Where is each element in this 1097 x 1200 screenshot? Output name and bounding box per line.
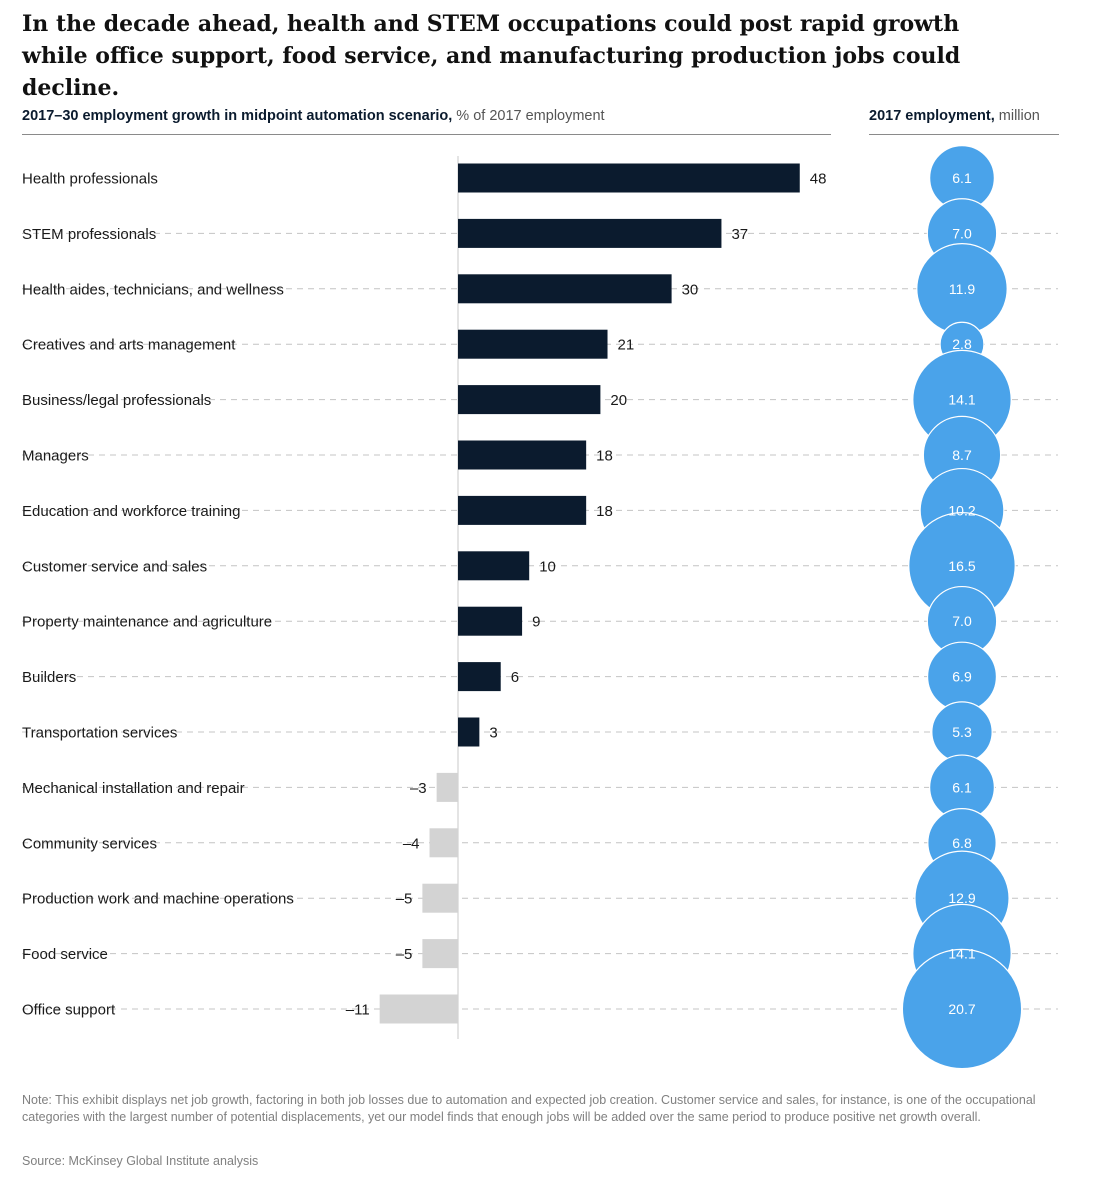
growth-header-rule bbox=[22, 134, 831, 135]
category-label: Property maintenance and agriculture bbox=[22, 614, 272, 631]
employment-value-label: 14.1 bbox=[948, 946, 975, 962]
employment-column-header: 2017 employment, million bbox=[869, 108, 1040, 124]
growth-value-label: –11 bbox=[346, 1002, 370, 1019]
growth-bar bbox=[436, 772, 458, 802]
employment-header-bold: 2017 employment, bbox=[869, 108, 995, 124]
source-note: Source: McKinsey Global Institute analys… bbox=[22, 1154, 259, 1168]
category-label: Education and workforce training bbox=[22, 503, 240, 520]
growth-value-label: 10 bbox=[539, 558, 556, 575]
employment-bubble bbox=[901, 948, 1023, 1070]
category-label: Community services bbox=[22, 835, 157, 852]
bars bbox=[379, 163, 800, 1024]
footnote: Note: This exhibit displays net job grow… bbox=[22, 1093, 1036, 1124]
employment-value-label: 10.2 bbox=[948, 502, 975, 518]
growth-bar bbox=[458, 218, 722, 248]
growth-bar bbox=[458, 606, 523, 636]
growth-value-label: 9 bbox=[532, 614, 540, 631]
category-label: Health professionals bbox=[22, 171, 158, 188]
growth-value-label: –3 bbox=[410, 780, 427, 797]
growth-value-label: 37 bbox=[731, 226, 748, 243]
category-label: Business/legal professionals bbox=[22, 392, 211, 409]
growth-value-label: –5 bbox=[396, 946, 413, 963]
category-label: Mechanical installation and repair bbox=[22, 780, 245, 797]
growth-value-label: 18 bbox=[596, 448, 613, 465]
growth-value-label: 20 bbox=[610, 392, 627, 409]
employment-value-label: 6.1 bbox=[952, 779, 972, 795]
employment-value-label: 7.0 bbox=[952, 613, 972, 629]
employment-value-label: 8.7 bbox=[952, 447, 972, 463]
employment-value-label: 16.5 bbox=[948, 558, 975, 574]
employment-value-label: 6.1 bbox=[952, 170, 972, 186]
growth-bar bbox=[458, 385, 601, 415]
category-label: Customer service and sales bbox=[22, 558, 207, 575]
growth-column-header: 2017–30 employment growth in midpoint au… bbox=[22, 108, 605, 124]
growth-bar bbox=[458, 440, 587, 470]
employment-value-label: 2.8 bbox=[952, 336, 972, 352]
growth-header-bold: 2017–30 employment growth in midpoint au… bbox=[22, 108, 453, 124]
bubbles: 6.1 7.0 11.9 2.8 14.1 8.7 10.2 16.5 7.0 6.9 5.3 6.1… bbox=[901, 145, 1023, 1070]
growth-bar bbox=[379, 994, 458, 1024]
growth-bar bbox=[422, 939, 458, 969]
growth-header-unit: % of 2017 employment bbox=[452, 108, 605, 124]
growth-bar bbox=[458, 163, 800, 193]
employment-value-label: 11.9 bbox=[949, 281, 975, 297]
growth-value-label: 30 bbox=[682, 281, 699, 298]
category-label: Production work and machine operations bbox=[22, 891, 294, 908]
growth-bar bbox=[458, 274, 672, 304]
employment-value-label: 12.9 bbox=[948, 890, 975, 906]
employment-value-label: 7.0 bbox=[952, 225, 972, 241]
growth-value-label: –5 bbox=[396, 891, 413, 908]
growth-bar bbox=[458, 551, 530, 581]
chart-title: In the decade ahead, health and STEM occ… bbox=[22, 11, 961, 101]
growth-value-label: –4 bbox=[403, 835, 420, 852]
growth-bar bbox=[429, 828, 458, 858]
employment-header-rule bbox=[869, 134, 1059, 135]
employment-value-label: 20.7 bbox=[948, 1001, 975, 1017]
growth-bar bbox=[458, 495, 587, 525]
employment-header-unit: million bbox=[994, 108, 1040, 124]
category-label: Managers bbox=[22, 448, 89, 465]
category-label: STEM professionals bbox=[22, 226, 156, 243]
growth-value-label: 3 bbox=[489, 725, 497, 742]
growth-value-label: 18 bbox=[596, 503, 613, 520]
employment-value-label: 14.1 bbox=[948, 392, 975, 408]
employment-value-label: 5.3 bbox=[952, 724, 972, 740]
growth-bar bbox=[422, 883, 458, 913]
labels: Health professionals 48 STEM professionals… bbox=[22, 171, 826, 1019]
growth-value-label: 6 bbox=[511, 669, 519, 686]
growth-value-label: 21 bbox=[618, 337, 635, 354]
employment-value-label: 6.9 bbox=[952, 669, 972, 685]
category-label: Office support bbox=[22, 1002, 116, 1019]
category-label: Food service bbox=[22, 946, 108, 963]
category-label: Transportation services bbox=[22, 725, 177, 742]
employment-value-label: 6.8 bbox=[952, 835, 972, 851]
growth-bar bbox=[458, 329, 608, 359]
growth-bar bbox=[458, 717, 480, 747]
category-label: Builders bbox=[22, 669, 76, 686]
category-label: Health aides, technicians, and wellness bbox=[22, 281, 284, 298]
growth-bar bbox=[458, 662, 501, 692]
growth-value-label: 48 bbox=[810, 171, 827, 188]
category-label: Creatives and arts management bbox=[22, 337, 236, 354]
chart-area: Health professionals 48 STEM professionals… bbox=[22, 145, 1058, 1070]
